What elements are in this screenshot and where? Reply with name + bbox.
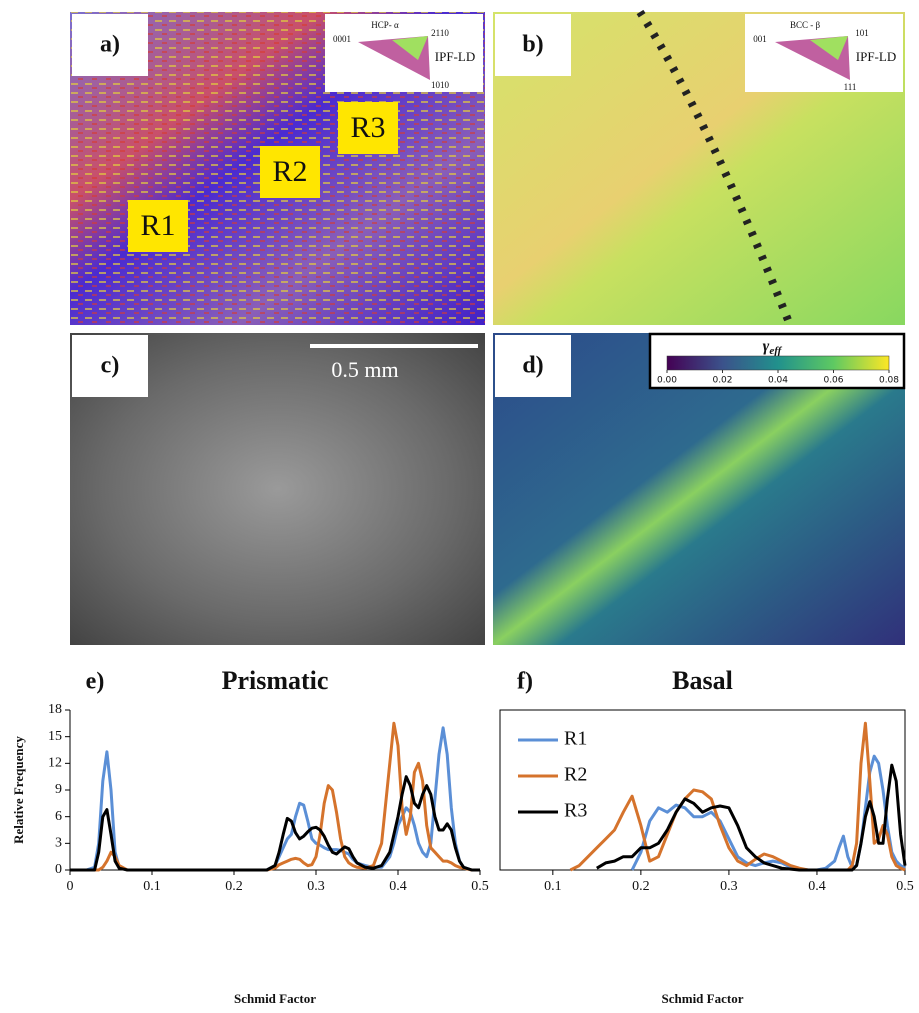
x-tick-label: 0 — [67, 879, 74, 894]
ipf-corner: 0001 — [333, 34, 351, 44]
label-box — [495, 335, 571, 397]
legend-label: R1 — [564, 728, 587, 750]
chart-title: Prismatic — [222, 666, 329, 695]
label-box — [72, 14, 148, 76]
region-box — [338, 102, 398, 154]
region-box — [128, 200, 188, 252]
colorbar-tick-label: 0.00 — [657, 376, 677, 386]
x-tick-label: 0.3 — [307, 879, 325, 894]
colorbar — [666, 355, 890, 371]
x-tick-label: 0.1 — [143, 879, 161, 894]
region-box — [260, 146, 320, 198]
panel-label: f) — [517, 669, 533, 695]
panel-label: c) — [101, 353, 120, 379]
x-tick-label: 0.3 — [720, 879, 738, 894]
x-axis-title: Schmid Factor — [662, 991, 744, 1006]
series-line — [630, 754, 906, 872]
chart-title: Basal — [672, 666, 733, 695]
series-line — [70, 775, 480, 872]
crack — [636, 9, 794, 327]
series-line — [70, 721, 480, 872]
colorbar-title: γeff — [763, 338, 783, 357]
colorbar-tick-label: 0.06 — [823, 376, 843, 386]
series-line — [569, 721, 906, 872]
x-tick-label: 0.1 — [544, 879, 562, 894]
x-tick-label: 0.5 — [896, 879, 914, 894]
panel-label: a) — [100, 32, 120, 58]
charts: Prismatic e) 0 3 6 9 12 15 18 0 0.1 0.2 0.3 0.4 0.5 Sch… — [11, 666, 914, 1006]
legend-label: R2 — [564, 764, 587, 786]
ipf-triangle — [392, 36, 428, 60]
ipf-corner: 111 — [844, 82, 857, 92]
ipf-title: BCC - β — [790, 20, 821, 30]
ipf-corner: 1010 — [431, 80, 450, 90]
y-tick-label: 3 — [55, 836, 62, 851]
ipf-triangle — [810, 36, 848, 60]
y-axis-title: Relative Frequency — [11, 736, 26, 844]
y-tick-label: 15 — [48, 729, 62, 744]
colorbar-tick-label: 0.04 — [768, 376, 788, 386]
ipf-corner: 2110 — [431, 28, 449, 38]
series-line — [70, 726, 480, 872]
panel-label: e) — [86, 669, 105, 695]
x-tick-label: 0.4 — [808, 879, 826, 894]
x-tick-label: 0.2 — [632, 879, 650, 894]
y-tick-label: 12 — [48, 756, 62, 771]
x-tick-label: 0.2 — [225, 879, 243, 894]
plot-frame — [499, 709, 906, 871]
ipf-corner: 101 — [855, 28, 869, 38]
ipf-key: IPF-LD — [435, 49, 475, 64]
x-tick-label: 0.5 — [471, 879, 489, 894]
label-box — [72, 335, 148, 397]
region-label: R2 — [272, 155, 307, 188]
legend-label: R3 — [564, 800, 587, 822]
ipf-corner: 001 — [753, 34, 767, 44]
y-tick-label: 0 — [55, 862, 62, 877]
y-tick-label: 6 — [55, 809, 62, 824]
scale-label: 0.5 mm — [331, 357, 398, 382]
region-label: R1 — [140, 209, 175, 242]
colorbar-ticks: 0.00 0.02 0.04 0.06 0.08 — [657, 370, 899, 386]
colorbar-tick-label: 0.02 — [712, 376, 732, 386]
y-tick-label: 18 — [48, 702, 62, 717]
region-label: R3 — [350, 111, 385, 144]
y-tick-label: 9 — [55, 782, 62, 797]
colorbar-tick-label: 0.08 — [879, 376, 899, 386]
ipf-key: IPF-LD — [856, 49, 896, 64]
panel-label: d) — [522, 353, 543, 379]
x-axis-title: Schmid Factor — [234, 991, 316, 1006]
panel-label: b) — [522, 32, 543, 58]
ipf-title: HCP- α — [371, 20, 399, 30]
series-line — [596, 763, 907, 872]
label-box — [495, 14, 571, 76]
x-tick-label: 0.4 — [389, 879, 407, 894]
